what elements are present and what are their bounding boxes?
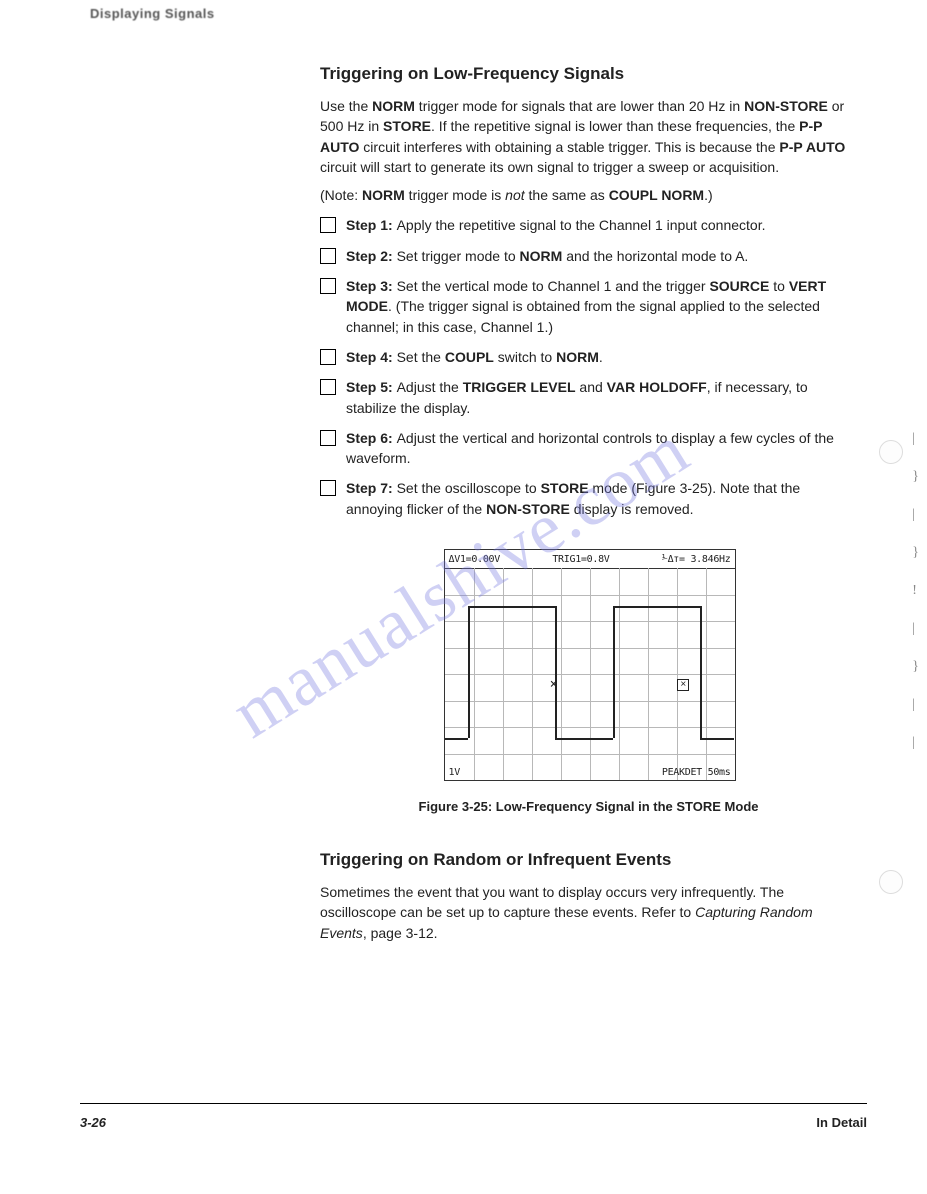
step-checkbox[interactable] [320, 480, 336, 496]
step-text: Step 7: Set the oscilloscope to STORE mo… [346, 478, 857, 519]
steps-list: Step 1: Apply the repetitive signal to t… [320, 215, 857, 519]
step-checkbox[interactable] [320, 430, 336, 446]
step-row: Step 5: Adjust the TRIGGER LEVEL and VAR… [320, 377, 857, 418]
step-text: Step 1: Apply the repetitive signal to t… [346, 215, 857, 235]
step-checkbox[interactable] [320, 349, 336, 365]
page-number: 3-26 [80, 1115, 106, 1130]
step-row: Step 6: Adjust the vertical and horizont… [320, 428, 857, 469]
step-checkbox[interactable] [320, 217, 336, 233]
section-heading-random: Triggering on Random or Infrequent Event… [320, 850, 857, 870]
binder-hole-icon [879, 440, 903, 464]
step-text: Step 6: Adjust the vertical and horizont… [346, 428, 857, 469]
section-heading-lowfreq: Triggering on Low-Frequency Signals [320, 64, 857, 84]
step-row: Step 3: Set the vertical mode to Channel… [320, 276, 857, 337]
footer-section: In Detail [816, 1115, 867, 1130]
step-row: Step 7: Set the oscilloscope to STORE mo… [320, 478, 857, 519]
scope-footer: 1V PEAKDET 50ms [449, 767, 731, 778]
edge-artifact: |}|}!|}|| [912, 420, 919, 762]
step-checkbox[interactable] [320, 248, 336, 264]
binder-hole-icon [879, 870, 903, 894]
step-checkbox[interactable] [320, 379, 336, 395]
step-row: Step 2: Set trigger mode to NORM and the… [320, 246, 857, 266]
figure-3-25: ΔV1=0.00V TRIG1=0.8V ⅟Δт= 3.846Hz ×× 1V … [444, 549, 734, 781]
section2-para: Sometimes the event that you want to dis… [320, 882, 857, 943]
scope-header-mid: TRIG1=0.8V [552, 554, 609, 565]
figure-caption: Figure 3-25: Low-Frequency Signal in the… [320, 799, 857, 814]
scope-grid: ×× [445, 568, 735, 780]
footer-rule [80, 1103, 867, 1104]
scope-header: ΔV1=0.00V TRIG1=0.8V ⅟Δт= 3.846Hz [445, 550, 735, 569]
step-checkbox[interactable] [320, 278, 336, 294]
step-row: Step 4: Set the COUPL switch to NORM. [320, 347, 857, 367]
oscilloscope-screen: ΔV1=0.00V TRIG1=0.8V ⅟Δт= 3.846Hz ×× 1V … [444, 549, 736, 781]
step-text: Step 3: Set the vertical mode to Channel… [346, 276, 857, 337]
scope-header-left: ΔV1=0.00V [449, 554, 501, 565]
step-text: Step 2: Set trigger mode to NORM and the… [346, 246, 857, 266]
scope-footer-right: PEAKDET 50ms [662, 767, 731, 778]
scope-header-right: ⅟Δт= 3.846Hz [662, 554, 731, 565]
section1-note: (Note: NORM trigger mode is not the same… [320, 185, 857, 205]
step-text: Step 4: Set the COUPL switch to NORM. [346, 347, 857, 367]
step-text: Step 5: Adjust the TRIGGER LEVEL and VAR… [346, 377, 857, 418]
step-row: Step 1: Apply the repetitive signal to t… [320, 215, 857, 235]
scope-footer-left: 1V [449, 767, 460, 778]
page-running-header: Displaying Signals [90, 6, 215, 21]
section1-para1: Use the NORM trigger mode for signals th… [320, 96, 857, 177]
